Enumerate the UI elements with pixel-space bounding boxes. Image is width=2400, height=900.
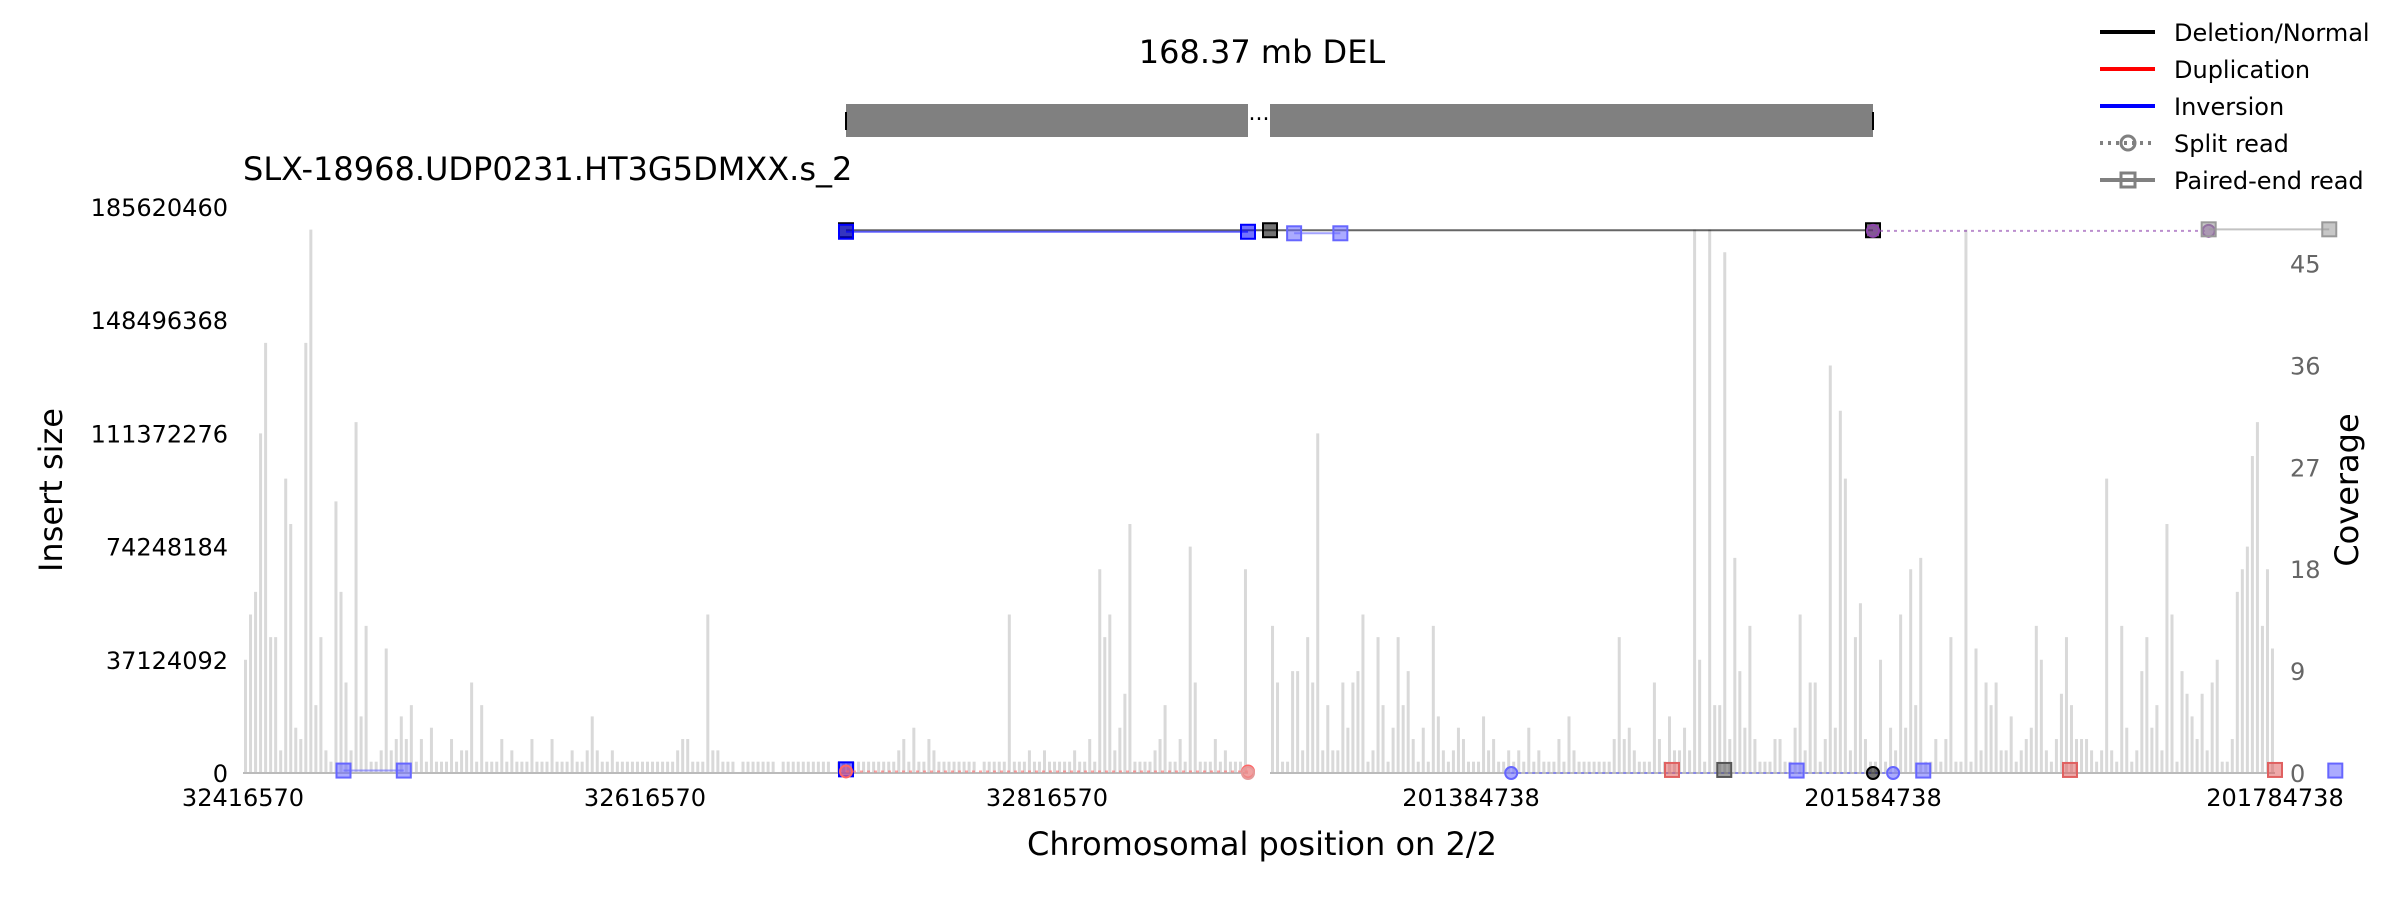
y-tick-label: 185620460 xyxy=(91,194,228,222)
legend-marker xyxy=(2119,171,2137,189)
y-right-tick-label: 0 xyxy=(2290,760,2305,788)
y-right-tick-label: 18 xyxy=(2290,556,2321,584)
paired-end-marker xyxy=(1262,222,1278,239)
paired-end-read xyxy=(838,222,1881,239)
chart-title: 168.37 mb DEL xyxy=(1139,33,1386,71)
gene-bar-left xyxy=(846,104,1248,137)
paired-end-marker xyxy=(2267,761,2283,778)
split-read-marker xyxy=(1866,766,1880,780)
y-right-tick-label: 9 xyxy=(2290,658,2305,686)
split-read xyxy=(1504,766,1901,780)
paired-end-marker xyxy=(838,223,854,240)
y-tick-label: 37124092 xyxy=(106,647,228,675)
legend-marker xyxy=(2119,134,2137,152)
legend-item: Paired-end read xyxy=(2100,167,2364,195)
split-read-marker xyxy=(1886,766,1901,780)
paired-end-read xyxy=(335,762,412,779)
chart-subtitle: SLX-18968.UDP0231.HT3G5DMXX.s_2 xyxy=(243,150,852,188)
x-tick-label: 201784738 xyxy=(2206,784,2343,812)
y-right-tick-label: 27 xyxy=(2290,454,2321,482)
y-right-tick-label: 45 xyxy=(2290,251,2321,279)
paired-end-read xyxy=(1788,762,1805,779)
split-read-marker xyxy=(1504,766,1519,780)
x-tick-label: 32816570 xyxy=(986,784,1108,812)
y-tick-label: 148496368 xyxy=(91,307,228,335)
gene-bar-separator: ... xyxy=(1249,101,1270,126)
legend-label: Paired-end read xyxy=(2174,167,2364,195)
legend-label: Inversion xyxy=(2174,93,2284,121)
paired-end-marker xyxy=(2321,221,2338,238)
paired-end-marker xyxy=(1664,761,1680,778)
paired-end-marker xyxy=(1240,223,1256,240)
paired-end-read xyxy=(1716,761,1733,778)
legend-label: Deletion/Normal xyxy=(2174,19,2370,47)
x-axis-label: Chromosomal position on 2/2 xyxy=(1027,825,1497,863)
paired-end-read xyxy=(1664,761,1680,778)
split-read-marker xyxy=(1241,766,1255,780)
paired-end-read xyxy=(2200,221,2338,238)
paired-end-read xyxy=(2267,761,2283,778)
y-tick-label: 111372276 xyxy=(91,420,228,448)
y-tick-label: 74248184 xyxy=(106,534,228,562)
split-read xyxy=(839,764,1255,779)
paired-end-marker xyxy=(1716,761,1733,778)
x-tick-label: 201584738 xyxy=(1804,784,1941,812)
y-axis-right-label: Coverage xyxy=(2328,413,2366,566)
paired-end-marker xyxy=(1788,762,1805,779)
y-right-tick-label: 36 xyxy=(2290,352,2321,380)
split-read xyxy=(1866,766,1880,780)
y-axis-label: Insert size xyxy=(32,408,70,572)
paired-end-marker xyxy=(395,762,412,779)
axes: 32416570 32616570 32816570 201384738 2015847… xyxy=(91,194,2344,812)
y-tick-label: 0 xyxy=(213,760,228,788)
paired-end-marker xyxy=(1332,225,1349,242)
legend-label: Split read xyxy=(2174,130,2289,158)
paired-end-marker xyxy=(1286,225,1303,242)
x-tick-label: 32416570 xyxy=(182,784,304,812)
split-read xyxy=(1866,223,2216,238)
paired-end-marker xyxy=(2327,762,2344,779)
split-read-marker xyxy=(839,764,853,779)
coverage-bars xyxy=(244,229,2274,773)
split-read xyxy=(1241,766,1255,780)
paired-end-marker xyxy=(1915,762,1932,779)
legend: Deletion/Normal Duplication Inversion Split… xyxy=(2100,19,2370,195)
legend-item: Split read xyxy=(2100,130,2289,158)
split-read-marker xyxy=(1866,223,1880,238)
paired-end-read xyxy=(2327,762,2344,779)
read-tracks xyxy=(335,221,2344,780)
paired-end-marker xyxy=(2200,221,2217,238)
paired-end-read xyxy=(838,223,1256,240)
legend-item: Inversion xyxy=(2100,93,2284,121)
paired-end-marker xyxy=(335,762,352,779)
x-tick-label: 201384738 xyxy=(1402,784,1539,812)
gene-bar-right xyxy=(1270,104,1873,137)
legend-label: Duplication xyxy=(2174,56,2310,84)
paired-end-read xyxy=(1286,225,1349,242)
legend-item: Deletion/Normal xyxy=(2100,19,2370,47)
gene-bar: ... xyxy=(845,101,1874,137)
paired-end-read xyxy=(1915,762,1932,779)
paired-end-read xyxy=(2061,761,2078,778)
paired-end-marker xyxy=(2061,761,2078,778)
legend-item: Duplication xyxy=(2100,56,2310,84)
x-tick-label: 32616570 xyxy=(584,784,706,812)
